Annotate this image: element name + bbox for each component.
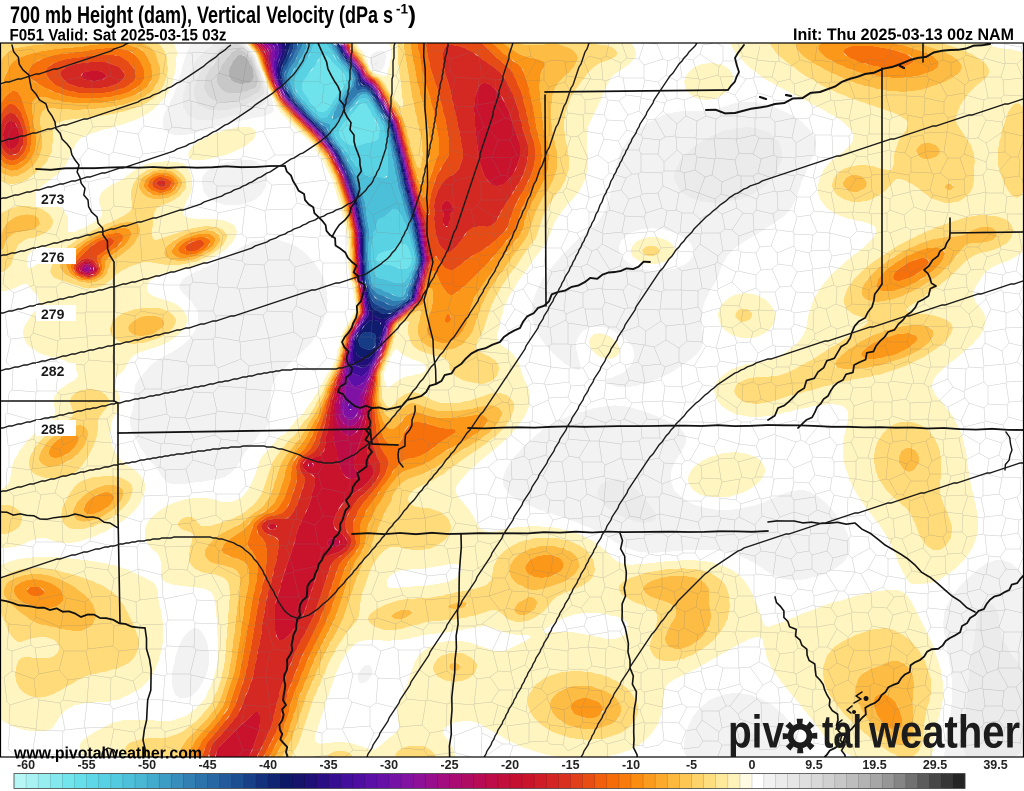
svg-text:-1: -1 bbox=[396, 2, 408, 17]
svg-text:282: 282 bbox=[41, 363, 65, 379]
svg-text:-20: -20 bbox=[501, 758, 519, 772]
svg-text:-15: -15 bbox=[561, 758, 579, 772]
svg-text:9.5: 9.5 bbox=[805, 758, 822, 772]
svg-text:www.pivotalweather.com: www.pivotalweather.com bbox=[13, 744, 202, 763]
svg-text:tal: tal bbox=[822, 706, 862, 758]
svg-text:-40: -40 bbox=[259, 758, 277, 772]
svg-text:): ) bbox=[408, 2, 416, 29]
svg-text:276: 276 bbox=[41, 249, 65, 265]
svg-text:-50: -50 bbox=[138, 758, 156, 772]
svg-text:39.5: 39.5 bbox=[983, 758, 1007, 772]
svg-text:-45: -45 bbox=[198, 758, 216, 772]
svg-text:700 mb Height (dam), Vertical: 700 mb Height (dam), Vertical Velocity (… bbox=[10, 2, 393, 29]
svg-text:285: 285 bbox=[41, 421, 65, 437]
svg-text:F051 Valid: Sat 2025-03-15 03z: F051 Valid: Sat 2025-03-15 03z bbox=[10, 27, 227, 45]
svg-text:-5: -5 bbox=[686, 758, 697, 772]
svg-text:Init: Thu 2025-03-13 00z NAM: Init: Thu 2025-03-13 00z NAM bbox=[793, 26, 1014, 44]
svg-text:-60: -60 bbox=[17, 758, 35, 772]
svg-text:-10: -10 bbox=[622, 758, 640, 772]
svg-text:273: 273 bbox=[41, 191, 65, 207]
svg-text:-55: -55 bbox=[77, 758, 95, 772]
svg-text:-25: -25 bbox=[440, 758, 458, 772]
svg-text:weather: weather bbox=[868, 706, 1020, 758]
svg-text:-35: -35 bbox=[319, 758, 337, 772]
svg-text:279: 279 bbox=[41, 306, 65, 322]
svg-text:-30: -30 bbox=[380, 758, 398, 772]
svg-text:29.5: 29.5 bbox=[923, 758, 947, 772]
svg-text:piv: piv bbox=[728, 706, 784, 758]
svg-text:0: 0 bbox=[749, 758, 756, 772]
svg-text:19.5: 19.5 bbox=[862, 758, 886, 772]
